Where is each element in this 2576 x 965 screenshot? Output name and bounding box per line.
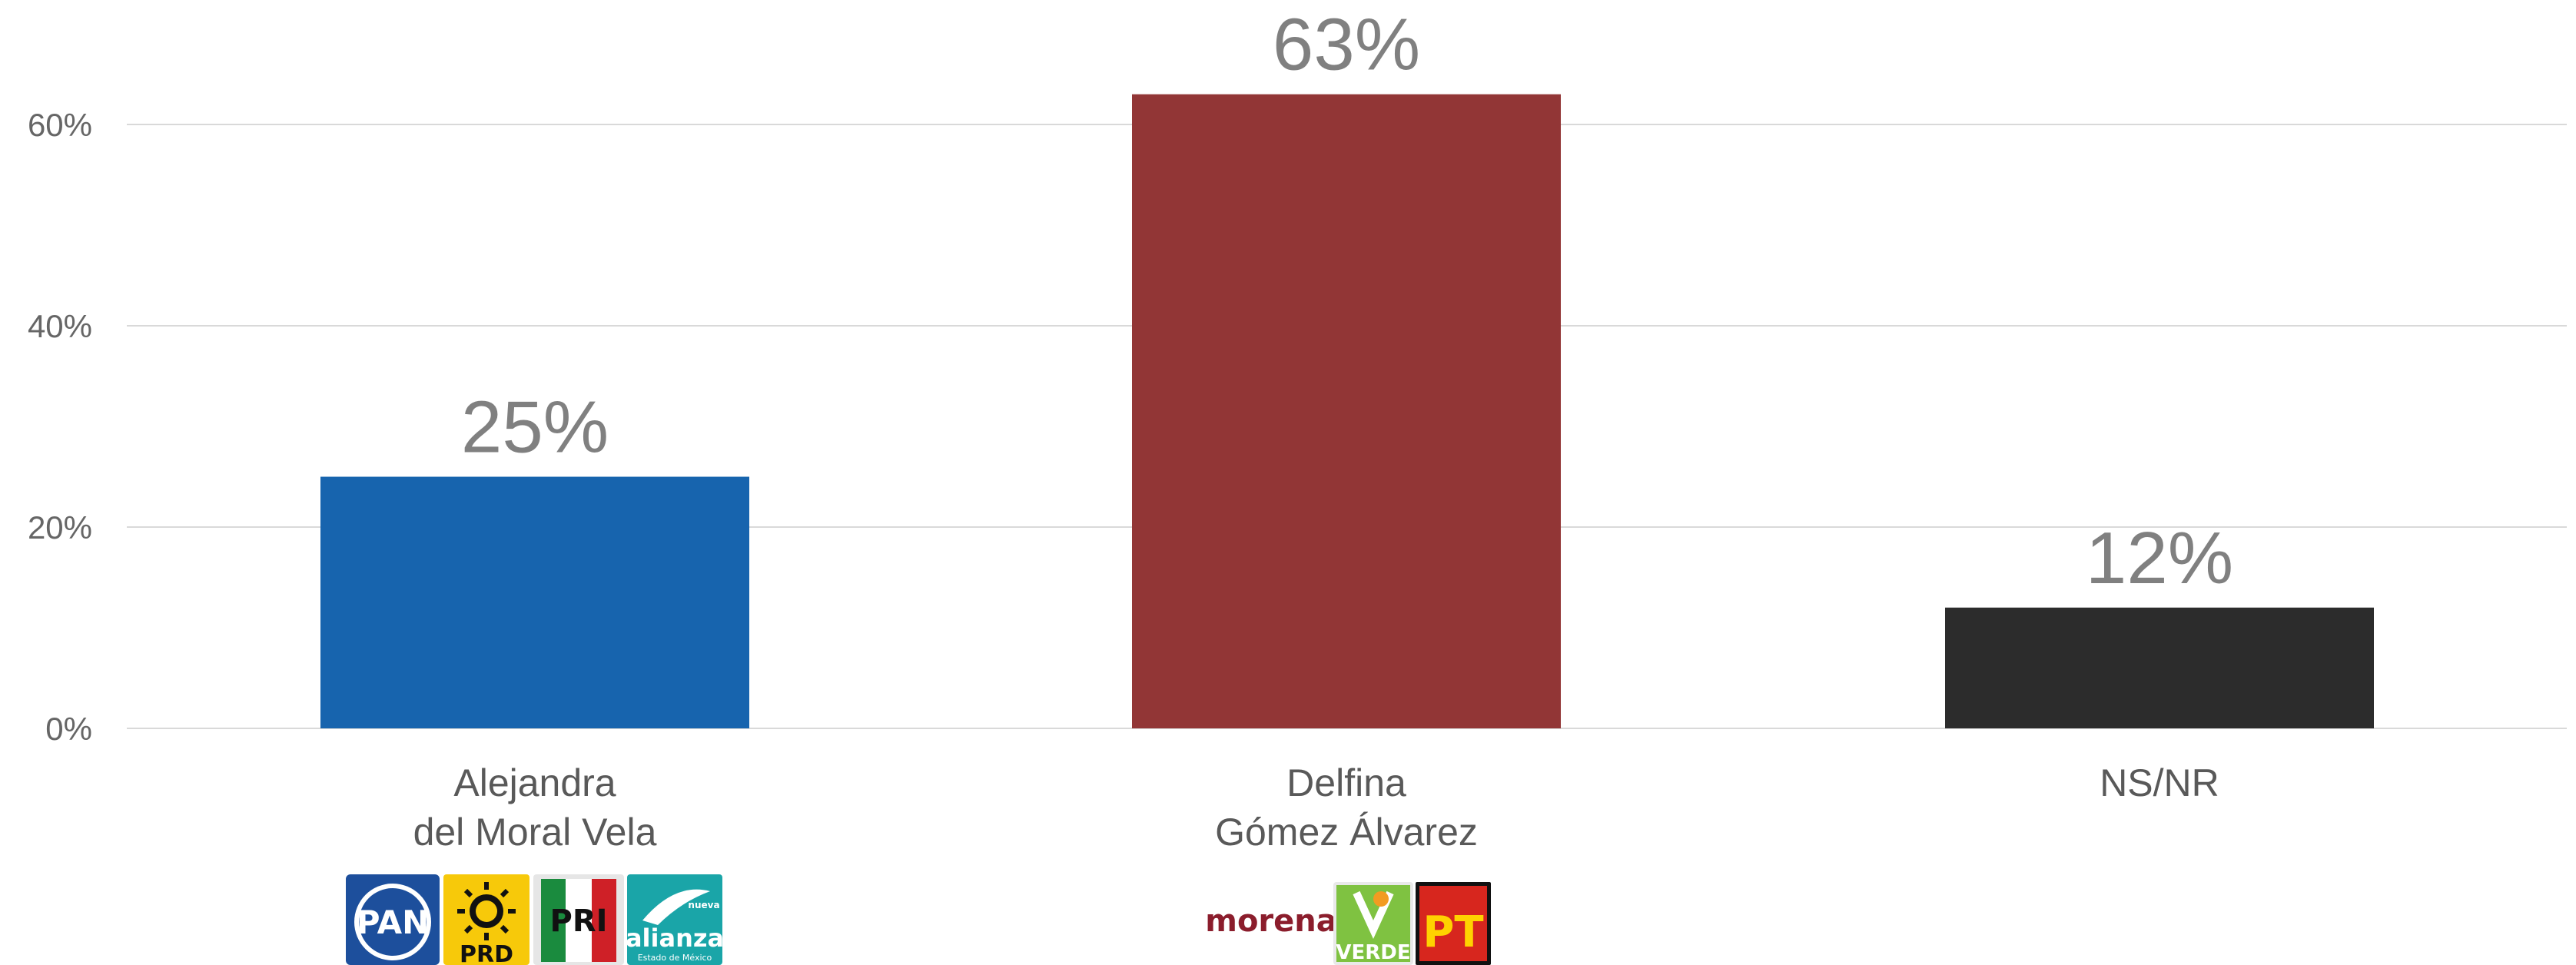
nueva-alianza-small-bottom: Estado de México <box>638 953 712 963</box>
category-label-1-line-2: del Moral Vela <box>413 811 657 854</box>
data-label-1: 25% <box>461 386 609 469</box>
pt-logo-icon: PT <box>1416 882 1491 965</box>
category-label-2-line-1: Delfina <box>1286 761 1406 804</box>
bar-2 <box>1132 94 1561 728</box>
nueva-alianza-logo-icon: nueva alianza Estado de México <box>626 874 724 965</box>
nueva-alianza-small-top: nueva <box>688 900 719 910</box>
prd-logo-icon: PRD <box>443 874 529 965</box>
nueva-alianza-logo-text: alianza <box>626 924 724 953</box>
data-label-2: 63% <box>1273 4 1420 86</box>
morena-logo-text: morena <box>1205 904 1336 939</box>
candidate-1-party-logos: PAN PRD PRI nueva <box>346 874 724 965</box>
pan-logo-icon: PAN <box>346 874 440 965</box>
pri-logo-text: PRI <box>550 904 608 939</box>
category-label-3-line-1: NS/NR <box>2100 761 2219 804</box>
verde-logo-text: VERDE <box>1336 941 1410 964</box>
y-tick-label: 60% <box>28 107 92 143</box>
y-tick-label: 0% <box>45 711 92 747</box>
morena-logo-icon: morena <box>1205 904 1336 939</box>
y-axis-ticks: 0% 20% 40% 60% <box>28 107 92 747</box>
candidate-2-party-logos: morena VERDE PT <box>1205 882 1491 965</box>
data-label-3: 12% <box>2086 517 2233 599</box>
verde-logo-icon: VERDE <box>1333 882 1413 965</box>
pri-logo-icon: PRI <box>533 874 624 965</box>
bar-1 <box>320 476 749 728</box>
category-label-2-line-2: Gómez Álvarez <box>1215 811 1478 854</box>
pan-logo-text: PAN <box>357 904 430 941</box>
prd-logo-text: PRD <box>460 941 513 965</box>
y-tick-label: 40% <box>28 308 92 344</box>
bar-3 <box>1945 607 2374 728</box>
pt-logo-text: PT <box>1422 907 1483 957</box>
y-tick-label: 20% <box>28 509 92 546</box>
data-labels: 25% 63% 12% <box>461 4 2233 599</box>
category-labels: Alejandra del Moral Vela Delfina Gómez Álva… <box>413 761 2219 854</box>
category-label-1-line-1: Alejandra <box>453 761 616 804</box>
bars <box>320 94 2374 728</box>
